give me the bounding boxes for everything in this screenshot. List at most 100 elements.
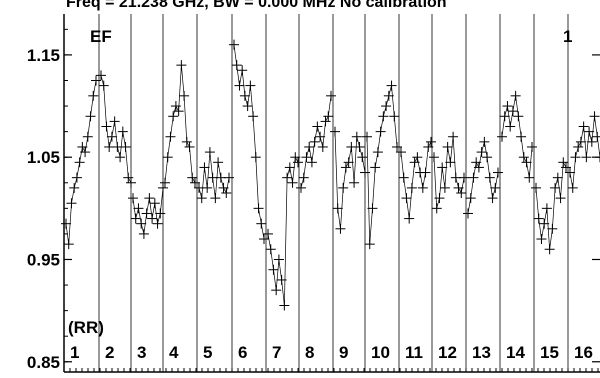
data-point [71, 172, 82, 183]
data-point [426, 136, 436, 147]
series-line [334, 131, 366, 229]
data-point [507, 106, 518, 117]
data-point [453, 182, 464, 193]
data-point [128, 193, 138, 204]
channel-label: 10 [371, 343, 390, 362]
x-group-label: (RR) [68, 318, 104, 337]
data-point [237, 65, 248, 76]
data-point [242, 101, 253, 112]
data-point [259, 234, 269, 245]
data-point [386, 80, 397, 91]
y-tick-label: 1.15 [27, 46, 60, 65]
data-point [401, 193, 412, 204]
data-point [130, 213, 141, 224]
series-line [267, 156, 299, 306]
panel-number: 1 [563, 27, 572, 46]
data-point [330, 126, 340, 137]
data-point [487, 193, 498, 204]
data-point [547, 223, 558, 234]
data-point [179, 90, 190, 101]
channel-labels: 1 2 3 4 5 6 7 8 9 10 11 12 13 14 15 16 [70, 343, 593, 362]
data-point [115, 152, 126, 163]
series-line [132, 187, 164, 234]
channel-label: 11 [405, 343, 423, 362]
data-point [304, 141, 315, 152]
data-point [204, 147, 215, 158]
y-tick-label: 0.95 [27, 250, 60, 269]
data-point [229, 39, 239, 50]
y-tick-label: 0.85 [27, 353, 60, 372]
data-point [91, 75, 101, 86]
data-point [423, 141, 434, 152]
data-point [389, 111, 400, 122]
data-point [101, 121, 112, 132]
data-point [533, 213, 544, 224]
data-point [490, 182, 501, 193]
data-point [312, 121, 323, 132]
data-point [550, 182, 561, 193]
data-point [431, 203, 442, 214]
data-point [567, 182, 578, 193]
data-point [202, 182, 213, 193]
data-point [552, 172, 563, 183]
channel-label: 9 [339, 343, 348, 362]
data-point [364, 239, 375, 250]
data-point [176, 60, 187, 71]
data-point [482, 152, 493, 163]
data-point [273, 254, 284, 265]
data-point [392, 141, 402, 152]
data-point [181, 136, 192, 147]
series-line [400, 141, 432, 219]
data-point [276, 274, 287, 285]
data-point [531, 182, 541, 193]
data-point [343, 157, 354, 168]
data-point [265, 244, 276, 255]
channel-label: 1 [70, 343, 79, 362]
data-point [349, 177, 360, 188]
data-point [471, 157, 482, 168]
data-point [221, 188, 232, 198]
data-point [282, 172, 293, 183]
data-point [253, 203, 264, 214]
series-line [233, 44, 265, 240]
data-point [398, 172, 409, 183]
data-point [439, 182, 450, 193]
data-point [536, 234, 547, 245]
data-point [409, 157, 420, 168]
data-point [309, 136, 320, 147]
data-point [66, 198, 77, 209]
data-series [61, 39, 600, 311]
data-point [565, 167, 575, 178]
data-point [160, 177, 170, 188]
data-point [155, 208, 166, 219]
data-point [210, 193, 221, 204]
data-point [499, 111, 510, 122]
data-point [479, 136, 490, 147]
channel-label: 2 [105, 343, 114, 362]
data-point [290, 152, 301, 163]
data-point [555, 193, 566, 204]
data-point [162, 152, 173, 163]
data-point [184, 141, 195, 152]
data-point [256, 218, 267, 229]
data-point [448, 131, 459, 142]
data-point [396, 147, 406, 158]
data-point [561, 162, 571, 173]
data-point [323, 111, 334, 122]
data-point [109, 116, 120, 127]
data-point [573, 141, 584, 152]
data-point [224, 172, 234, 183]
data-point [279, 300, 290, 311]
series-line [569, 116, 600, 188]
data-point [120, 141, 131, 152]
channel-label: 7 [272, 343, 281, 362]
data-point [570, 152, 581, 163]
data-point [578, 121, 589, 132]
series-line [164, 65, 196, 183]
data-point [445, 157, 456, 168]
series-line [366, 85, 398, 245]
data-point [513, 111, 524, 122]
data-point [484, 172, 495, 183]
data-point [468, 172, 479, 183]
data-point [213, 157, 224, 168]
